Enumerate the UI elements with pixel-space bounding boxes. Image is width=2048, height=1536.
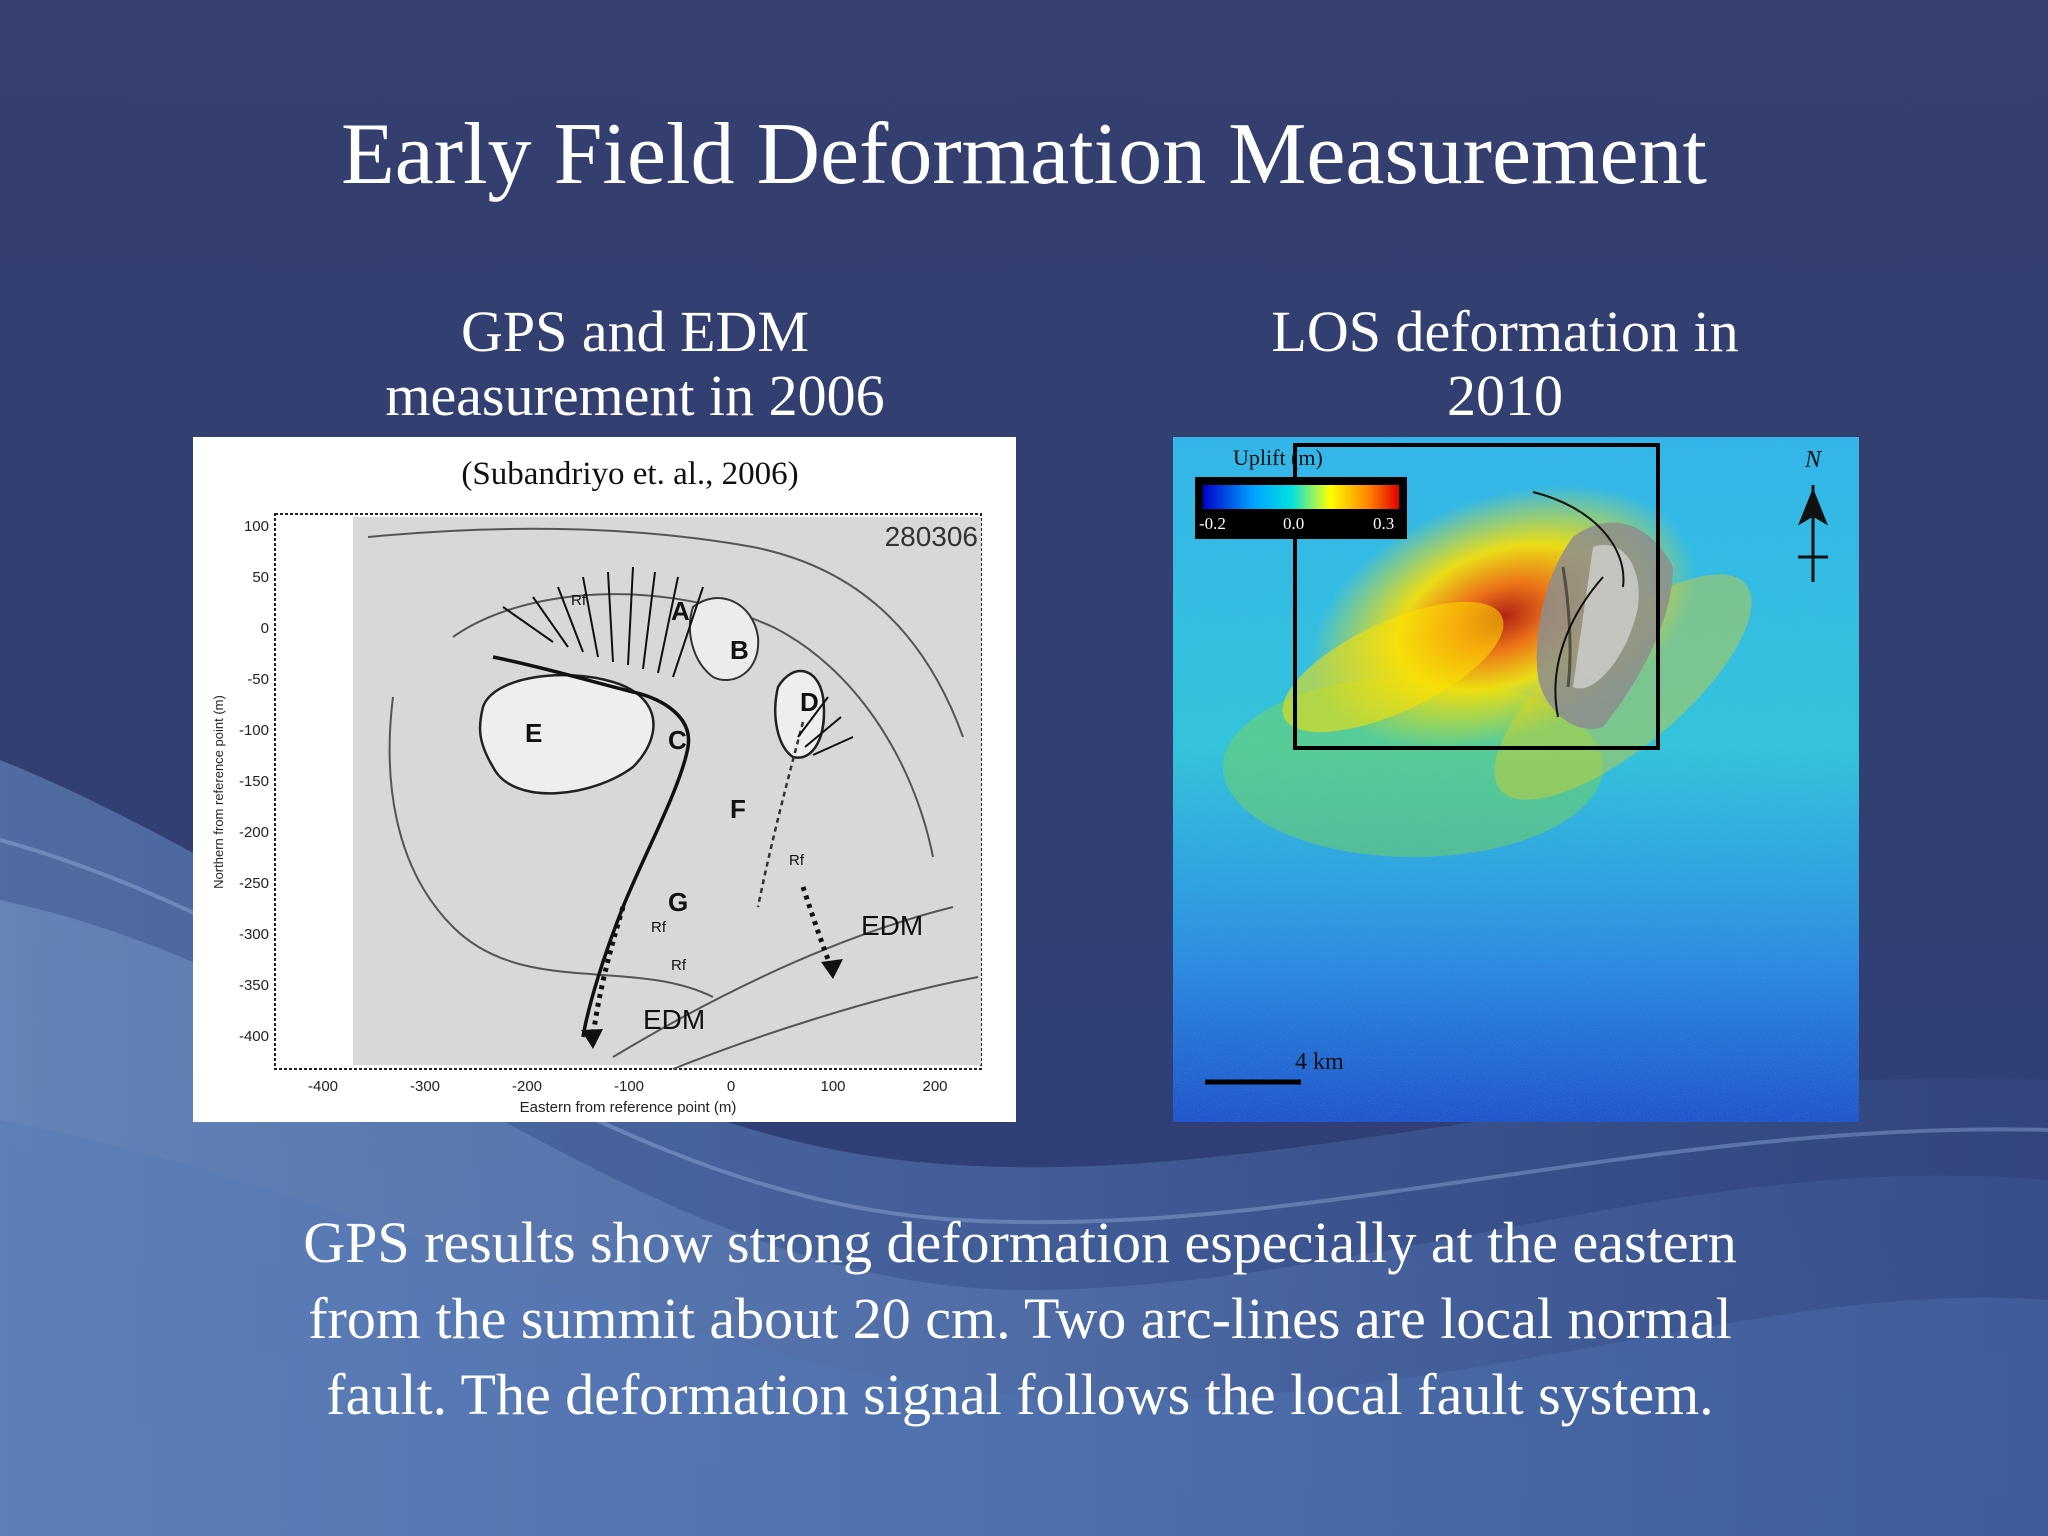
y-tick: -350 xyxy=(239,977,269,994)
rf-label: Rf xyxy=(651,919,667,936)
y-tick: -150 xyxy=(239,773,269,790)
y-tick: -300 xyxy=(239,926,269,943)
right-figure-caption: LOS deformation in 2010 xyxy=(1110,300,1900,428)
north-arrow-icon xyxy=(1797,485,1829,582)
zone-label-c: C xyxy=(668,725,687,755)
x-tick: 200 xyxy=(922,1078,947,1095)
y-axis-label: Northern from reference point (m) xyxy=(211,695,226,889)
y-tick: -200 xyxy=(239,824,269,841)
zone-label-e: E xyxy=(525,718,542,748)
colorbar-title: Uplift (m) xyxy=(1233,445,1323,470)
x-axis-label: Eastern from reference point (m) xyxy=(520,1099,737,1116)
los-deformation-map-figure: Uplift (m) -0.2 0.0 0.3 N 4 km xyxy=(1173,437,1859,1122)
citation: (Subandriyo et. al., 2006) xyxy=(461,456,798,492)
north-label: N xyxy=(1804,447,1823,473)
date-code: 280306 xyxy=(885,521,978,552)
right-caption-line-1: LOS deformation in xyxy=(1271,299,1739,364)
colorbar-tick: 0.3 xyxy=(1373,514,1394,533)
x-tick: -300 xyxy=(410,1078,440,1095)
zone-label-a: A xyxy=(671,596,690,626)
scale-label: 4 km xyxy=(1295,1049,1344,1075)
right-caption-line-2: 2010 xyxy=(1447,363,1563,428)
body-line-3: fault. The deformation signal follows th… xyxy=(326,1362,1714,1427)
rf-label: Rf xyxy=(671,957,687,974)
gps-edm-map-figure: (Subandriyo et. al., 2006) xyxy=(193,437,1016,1122)
x-tick: -200 xyxy=(512,1078,542,1095)
left-caption-line-1: GPS and EDM xyxy=(460,299,810,364)
colorbar-tick: 0.0 xyxy=(1283,514,1304,533)
x-tick: 0 xyxy=(727,1078,735,1095)
x-tick: 100 xyxy=(820,1078,845,1095)
y-tick: 50 xyxy=(252,569,269,586)
y-tick: -100 xyxy=(239,722,269,739)
y-tick: -250 xyxy=(239,875,269,892)
slide-body-text: GPS results show strong deformation espe… xyxy=(160,1205,1880,1433)
rf-label: Rf xyxy=(789,852,805,869)
body-line-1: GPS results show strong deformation espe… xyxy=(303,1210,1737,1275)
left-caption-line-2: measurement in 2006 xyxy=(385,363,885,428)
rf-label: Rf xyxy=(571,592,587,609)
edm-label: EDM xyxy=(861,910,923,941)
zone-label-d: D xyxy=(800,687,819,717)
x-tick: -100 xyxy=(614,1078,644,1095)
slide-title: Early Field Deformation Measurement xyxy=(340,106,1708,203)
y-tick: 0 xyxy=(261,620,269,637)
y-tick: -50 xyxy=(247,671,269,688)
body-line-2: from the summit about 20 cm. Two arc-lin… xyxy=(308,1286,1732,1351)
y-tick: -400 xyxy=(239,1028,269,1045)
y-tick: 100 xyxy=(244,518,269,535)
zone-label-g: G xyxy=(668,887,688,917)
x-tick: -400 xyxy=(308,1078,338,1095)
colorbar-tick: -0.2 xyxy=(1199,514,1226,533)
zone-label-f: F xyxy=(730,794,746,824)
edm-label: EDM xyxy=(643,1004,705,1035)
zone-label-b: B xyxy=(730,635,749,665)
left-figure-caption: GPS and EDM measurement in 2006 xyxy=(190,300,1080,428)
